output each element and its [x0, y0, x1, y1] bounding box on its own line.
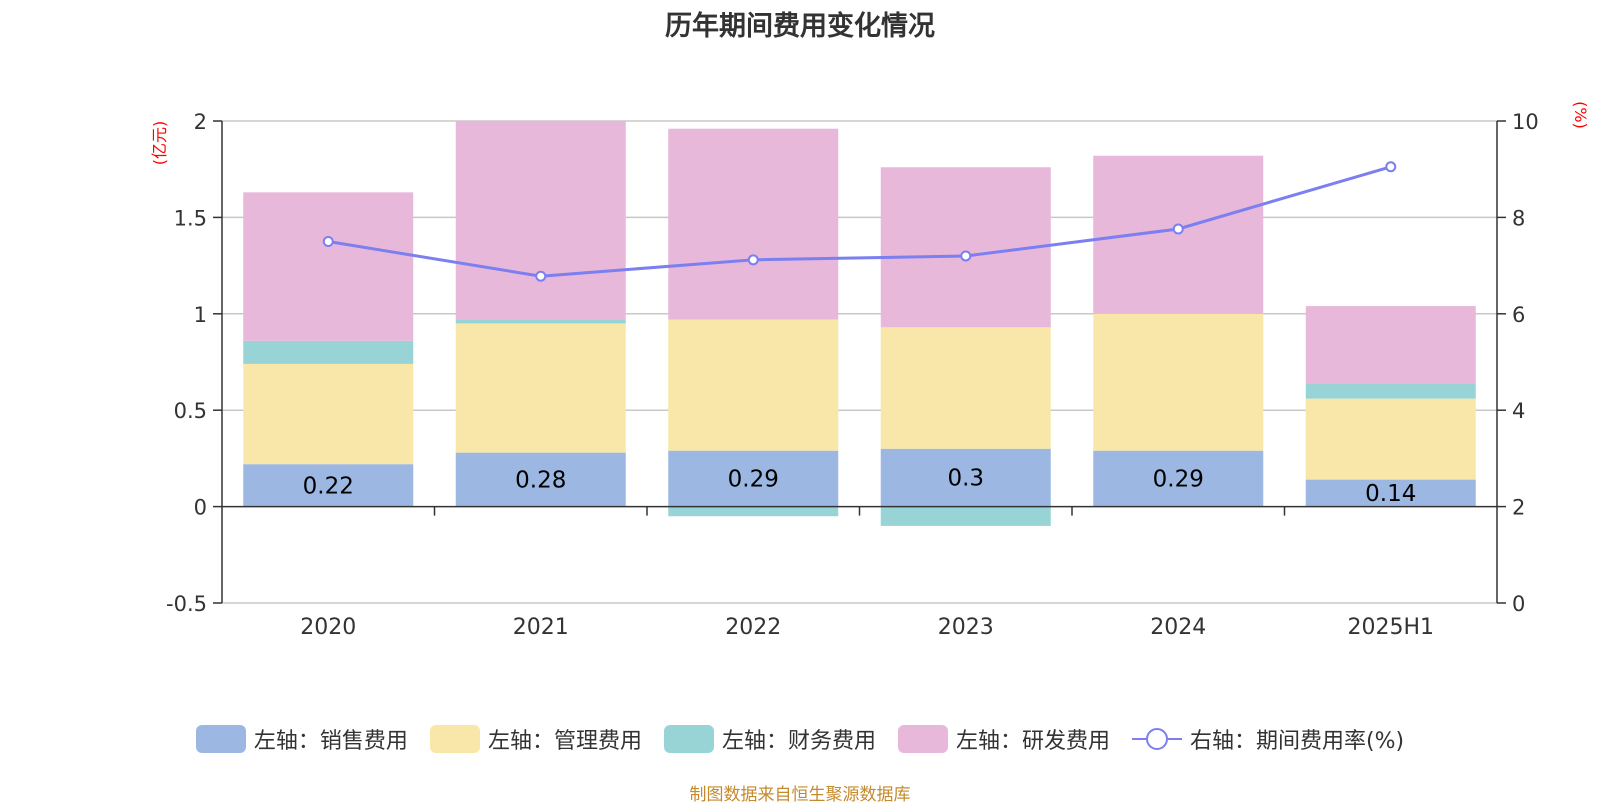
- legend-swatch: [195, 725, 246, 753]
- legend-line-marker: [1131, 725, 1182, 753]
- legend-swatch: [663, 725, 714, 753]
- grid-lines: [222, 120, 1497, 604]
- source-note: 制图数据来自恒生聚源数据库: [689, 785, 911, 805]
- bar-series1-2022: [668, 450, 839, 507]
- legend-swatch: [429, 725, 480, 753]
- legend: 左轴：销售费用 左轴：管理费用 左轴：财务费用 左轴：研发费用 右轴：期间费用率(%): [0, 722, 1600, 756]
- bar-series4-2020: [243, 192, 414, 341]
- legend-label: 左轴：财务费用: [721, 729, 876, 754]
- bar-series2-2020: [243, 363, 414, 465]
- x-tick-label-2022: 2022: [725, 615, 781, 640]
- legend-item-5[interactable]: 右轴：期间费用率(%): [1131, 723, 1405, 755]
- x-tick-label-2023: 2023: [938, 615, 994, 640]
- legend-label: 左轴：管理费用: [487, 729, 642, 754]
- left-tick-label: 1.5: [174, 206, 207, 230]
- x-tick-label-2025H1: 2025H1: [1347, 615, 1434, 640]
- left-tick-label: 0: [194, 496, 207, 520]
- expense-rate-point-2024: [1172, 223, 1184, 235]
- bar-series3-2021: [455, 319, 626, 324]
- bar-series3-2023: [880, 506, 1051, 526]
- legend-item-4[interactable]: 左轴：研发费用: [897, 723, 1110, 755]
- bar-series2-2024: [1093, 313, 1264, 451]
- data-label-2022: 0.29: [728, 467, 779, 493]
- bar-series3-2022: [668, 506, 839, 517]
- right-tick-label: 6: [1512, 303, 1525, 327]
- bar-series1-2025H1: [1305, 479, 1476, 507]
- chart-title: 历年期间费用变化情况: [665, 11, 935, 42]
- bar-series: [243, 121, 1476, 526]
- data-label-2020: 0.22: [303, 473, 354, 499]
- expense-rate-point-2021: [535, 270, 547, 282]
- bar-series1-2021: [455, 452, 626, 507]
- bar-series4-2021: [455, 121, 626, 320]
- bar-series1-2020: [243, 464, 414, 507]
- expense-rate-line: [328, 165, 1392, 278]
- right-tick-label: 0: [1512, 592, 1525, 616]
- legend-label: 左轴：研发费用: [955, 729, 1110, 754]
- expense-rate-point-2020: [322, 236, 334, 247]
- bar-series3-2020: [243, 340, 414, 364]
- right-tick-label: 8: [1512, 206, 1525, 230]
- x-tick-label-2020: 2020: [300, 615, 356, 640]
- left-tick-label: -0.5: [166, 592, 207, 616]
- left-axis-unit: (亿元): [150, 121, 169, 166]
- data-label-2024: 0.29: [1153, 467, 1204, 493]
- right-tick-label: 2: [1512, 496, 1525, 520]
- bar-series3-2025H1: [1305, 383, 1476, 399]
- bar-series2-2023: [880, 327, 1051, 449]
- data-label-2021: 0.28: [515, 468, 566, 494]
- right-tick-label: 4: [1512, 399, 1525, 423]
- left-tick-label: 0.5: [174, 399, 207, 423]
- legend-label: 右轴：期间费用率(%): [1189, 729, 1405, 754]
- bar-series4-2024: [1093, 155, 1264, 314]
- data-label-2025H1: 0.14: [1365, 481, 1416, 507]
- expense-rate-point-2023: [960, 250, 972, 262]
- x-tick-label-2021: 2021: [513, 615, 569, 640]
- bar-series4-2022: [668, 128, 839, 320]
- legend-item-2[interactable]: 左轴：管理费用: [429, 723, 642, 755]
- bar-series2-2022: [668, 319, 839, 451]
- bar-series2-2025H1: [1305, 398, 1476, 480]
- right-tick-label: 10: [1512, 110, 1539, 134]
- data-labels: 0.22 0.28 0.29 0.3 0.29 0.14: [303, 466, 1417, 507]
- x-tick-label-2024: 2024: [1150, 615, 1206, 640]
- legend-swatch: [897, 725, 948, 753]
- bar-series1-2024: [1093, 450, 1264, 507]
- line-series: [322, 161, 1397, 282]
- bar-series1-2023: [880, 448, 1051, 507]
- bar-series4-2025H1: [1305, 306, 1476, 384]
- data-label-2023: 0.3: [947, 466, 984, 492]
- left-tick-label: 2: [194, 110, 207, 134]
- bar-series2-2021: [455, 323, 626, 453]
- left-tick-label: 1: [194, 303, 207, 327]
- right-axis-unit: (%): [1571, 101, 1590, 129]
- expense-rate-point-2025H1: [1385, 161, 1397, 173]
- expense-rate-point-2022: [747, 254, 759, 266]
- legend-item-1[interactable]: 左轴：销售费用: [195, 723, 408, 755]
- legend-label: 左轴：销售费用: [253, 729, 408, 754]
- legend-item-3[interactable]: 左轴：财务费用: [663, 723, 876, 755]
